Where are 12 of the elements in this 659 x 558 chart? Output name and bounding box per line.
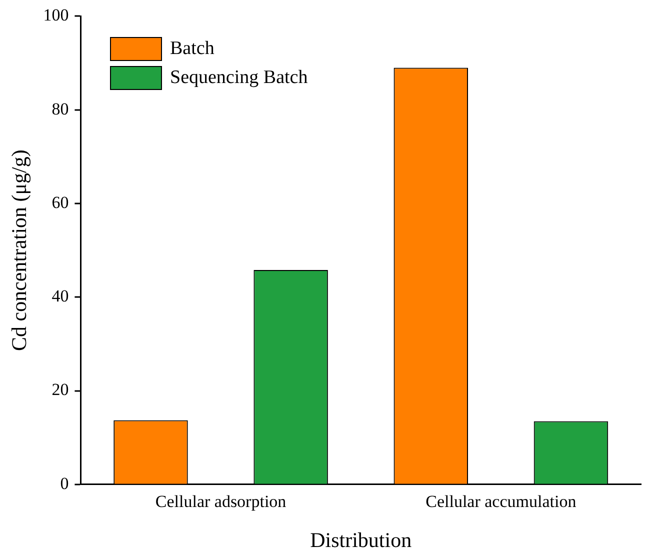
y-tick-label: 0: [60, 474, 69, 493]
y-tick-label: 100: [43, 6, 69, 25]
legend-label: Batch: [170, 38, 214, 60]
x-tick-label: Cellular adsorption: [155, 492, 287, 512]
y-tick-label: 60: [52, 192, 69, 212]
y-tick-label: 80: [52, 99, 69, 118]
x-axis-title: Distribution: [310, 528, 412, 552]
x-tick-label: Cellular accumulation: [426, 492, 577, 512]
y-tick-label: 20: [52, 380, 69, 400]
y-axis-title: Cd concentration (μg/g): [7, 150, 32, 351]
y-tick-label: 40: [52, 286, 69, 306]
legend-label: Sequencing Batch: [170, 66, 308, 88]
